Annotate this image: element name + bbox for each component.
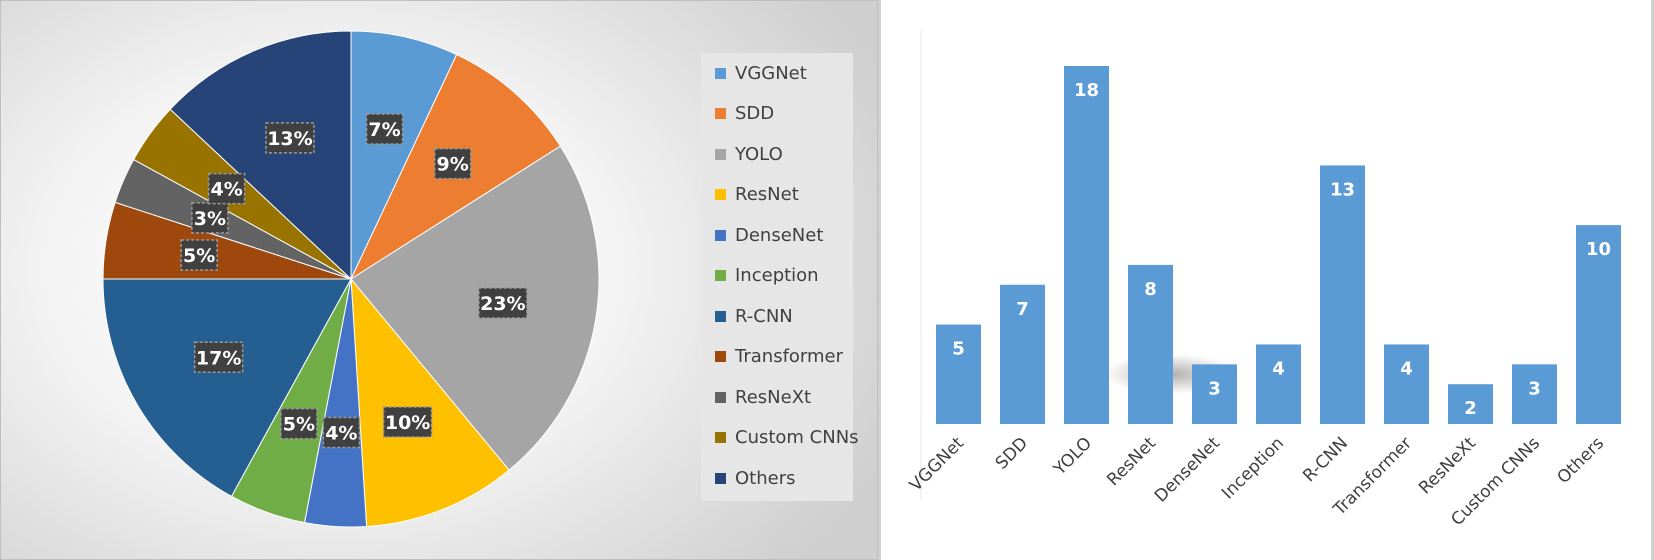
legend-item-resnext: ResNeXt bbox=[715, 385, 811, 409]
legend-label: Inception bbox=[735, 265, 819, 286]
x-tick-label: YOLO bbox=[1049, 433, 1096, 480]
x-tick-label: DenseNet bbox=[1151, 433, 1224, 506]
pie-slice-r-cnn bbox=[102, 278, 352, 498]
x-tick-label: ResNeXt bbox=[1415, 433, 1480, 498]
legend-swatch bbox=[715, 472, 726, 484]
pie-data-label-sdd: 9% bbox=[433, 147, 472, 180]
svg-text:9%: 9% bbox=[437, 154, 469, 176]
bar-resnext bbox=[1448, 384, 1493, 424]
legend-label: R-CNN bbox=[735, 305, 793, 327]
x-tick-label: SDD bbox=[992, 433, 1032, 473]
svg-text:3%: 3% bbox=[194, 208, 226, 230]
bar-others bbox=[1576, 225, 1621, 424]
bar-densenet bbox=[1192, 364, 1237, 424]
legend-label: Transformer bbox=[735, 346, 844, 367]
legend-item-resnet: ResNet bbox=[715, 183, 799, 207]
bar-resnet bbox=[1128, 264, 1173, 424]
legend-swatch bbox=[715, 310, 726, 322]
legend-swatch bbox=[715, 351, 726, 362]
svg-text:4%: 4% bbox=[210, 179, 242, 201]
bar-value-label: 7 bbox=[1016, 299, 1029, 320]
bar-value-label: 3 bbox=[1528, 378, 1541, 399]
bar-value-label: 18 bbox=[1074, 80, 1099, 101]
legend-item-transformer: Transformer bbox=[715, 345, 843, 369]
bar-value-label: 3 bbox=[1208, 378, 1221, 399]
svg-text:17%: 17% bbox=[196, 347, 241, 369]
pie-slice-yolo bbox=[350, 145, 600, 471]
bar-value-label: 10 bbox=[1586, 239, 1611, 260]
legend-label: ResNeXt bbox=[735, 386, 812, 408]
pie-slice-others bbox=[169, 30, 352, 281]
pie-data-label-resnet: 10% bbox=[382, 406, 433, 438]
pie-data-label-resnext: 3% bbox=[191, 202, 229, 234]
bar-value-label: 4 bbox=[1400, 358, 1413, 379]
legend-label: DenseNet bbox=[735, 224, 824, 246]
legend-swatch bbox=[715, 148, 726, 160]
legend-item-vggnet: VGGNet bbox=[715, 61, 807, 85]
legend-swatch bbox=[715, 108, 726, 119]
bar-vggnet bbox=[936, 324, 981, 424]
legend-swatch bbox=[715, 67, 726, 79]
pie-data-label-r-cnn: 17% bbox=[193, 341, 244, 374]
bar-yolo bbox=[1064, 66, 1109, 424]
bar-value-label: 2 bbox=[1464, 398, 1477, 419]
x-tick-label: R-CNN bbox=[1299, 433, 1352, 486]
legend-swatch bbox=[715, 270, 726, 281]
svg-text:4%: 4% bbox=[325, 422, 357, 444]
svg-text:23%: 23% bbox=[480, 293, 525, 315]
legend-swatch bbox=[715, 432, 726, 443]
legend-item-inception: Inception bbox=[715, 264, 819, 288]
pie-slice-resnet bbox=[350, 277, 510, 528]
legend-item-yolo: YOLO bbox=[715, 142, 783, 166]
pie-data-label-yolo: 23% bbox=[478, 287, 528, 319]
bar-chart: 5 VGGNet 7 SDD 18 YOLO 8 ResNet 3 DenseNet 4 Incept… bbox=[906, 30, 1621, 530]
pie-data-label-transformer: 5% bbox=[180, 239, 218, 271]
pie-chart: 7% 9% 23% 10% 4% 5% 17% 5% 3% 4% 13% bbox=[102, 30, 600, 528]
legend-item-others: Others bbox=[715, 466, 796, 490]
pie-data-label-vggnet: 7% bbox=[365, 113, 404, 145]
pie-data-label-custom-cnns: 4% bbox=[207, 172, 246, 205]
x-tick-label: Others bbox=[1553, 433, 1608, 488]
legend-item-custom-cnns: Custom CNNs bbox=[715, 426, 859, 450]
legend-swatch bbox=[715, 229, 726, 241]
pie-data-label-others: 13% bbox=[265, 122, 315, 154]
pie-chart-panel: 7% 9% 23% 10% 4% 5% 17% 5% 3% 4% 13% VGGNet SDD YOLO… bbox=[0, 0, 878, 560]
legend-swatch bbox=[715, 189, 726, 200]
bar-sdd bbox=[1000, 284, 1045, 424]
legend-item-sdd: SDD bbox=[715, 102, 774, 126]
svg-text:5%: 5% bbox=[283, 414, 315, 436]
legend-label: Others bbox=[735, 467, 796, 489]
x-tick-label: Inception bbox=[1218, 433, 1288, 503]
legend-label: ResNet bbox=[735, 184, 799, 205]
x-tick-label: ResNet bbox=[1103, 433, 1160, 490]
bar-custom-cnns bbox=[1512, 364, 1557, 424]
pie-legend: VGGNet SDD YOLO ResNet DenseNet Inception R-CN… bbox=[701, 53, 859, 501]
pie-slice-vggnet bbox=[350, 30, 458, 280]
pie-data-label-inception: 5% bbox=[280, 407, 318, 440]
bar-value-label: 5 bbox=[952, 339, 965, 360]
x-tick-label: VGGNet bbox=[906, 433, 968, 495]
legend-label: VGGNet bbox=[735, 62, 807, 84]
bar-r-cnn bbox=[1320, 165, 1365, 424]
bar-inception bbox=[1256, 344, 1301, 424]
svg-text:13%: 13% bbox=[267, 128, 312, 150]
svg-text:7%: 7% bbox=[368, 119, 400, 141]
bar-value-label: 8 bbox=[1144, 279, 1157, 300]
bar-value-label: 4 bbox=[1272, 358, 1285, 379]
legend-item-r-cnn: R-CNN bbox=[715, 304, 793, 328]
legend-swatch bbox=[715, 391, 726, 403]
legend-item-densenet: DenseNet bbox=[715, 223, 823, 247]
svg-text:10%: 10% bbox=[385, 412, 430, 434]
legend-label: Custom CNNs bbox=[735, 427, 859, 448]
pie-data-label-densenet: 4% bbox=[322, 416, 361, 449]
legend-label: SDD bbox=[735, 103, 775, 124]
bar-value-label: 13 bbox=[1330, 179, 1355, 200]
bar-transformer bbox=[1384, 344, 1429, 424]
svg-text:5%: 5% bbox=[183, 245, 215, 267]
legend-label: YOLO bbox=[735, 143, 783, 165]
bar-chart-panel: 5 VGGNet 7 SDD 18 YOLO 8 ResNet 3 DenseNet 4 Incept… bbox=[878, 0, 1654, 560]
